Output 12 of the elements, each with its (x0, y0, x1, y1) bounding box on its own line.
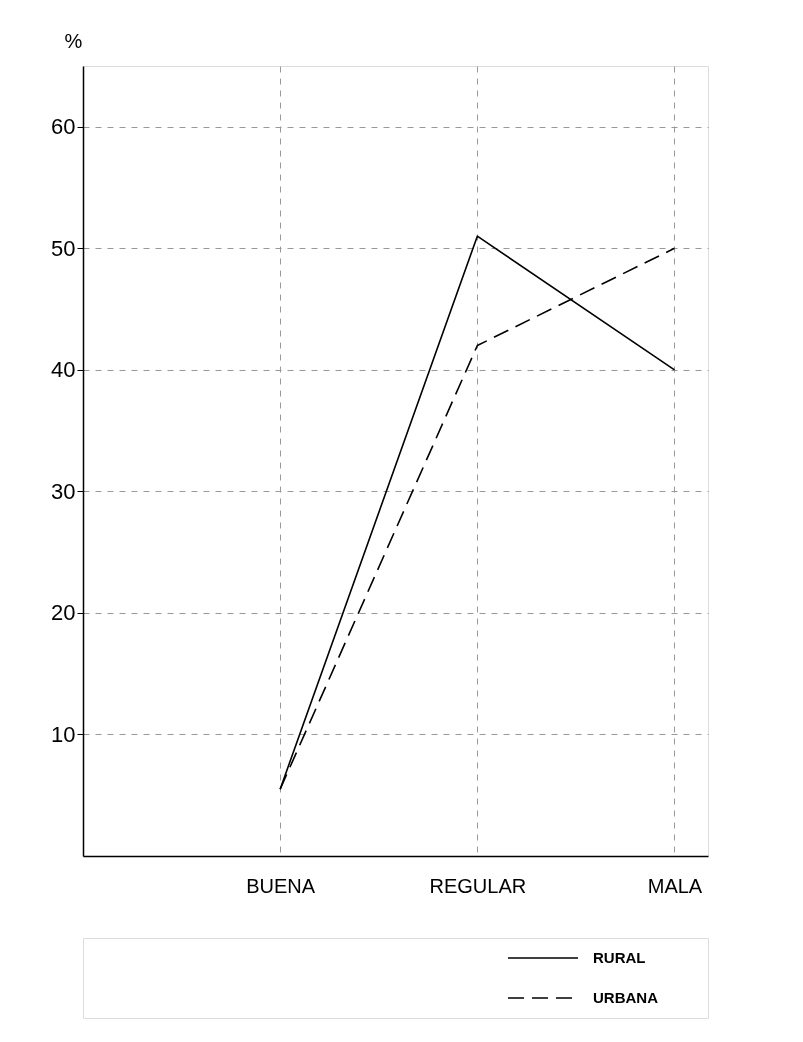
x-tick-label: BUENA (246, 874, 316, 897)
y-tick-label: 30 (51, 478, 76, 504)
legend-label: RURAL (593, 949, 646, 966)
legend-label: URBANA (593, 989, 659, 1006)
x-tick-label: REGULAR (429, 874, 527, 897)
y-tick-label: 10 (51, 721, 76, 747)
y-tick-label: 20 (51, 600, 76, 626)
y-tick-label: 50 (51, 235, 76, 261)
y-tick-label: 60 (51, 114, 76, 140)
y-axis-title: % (64, 29, 83, 52)
x-tick-label: MALA (647, 874, 703, 897)
y-tick-label: 40 (51, 357, 76, 383)
